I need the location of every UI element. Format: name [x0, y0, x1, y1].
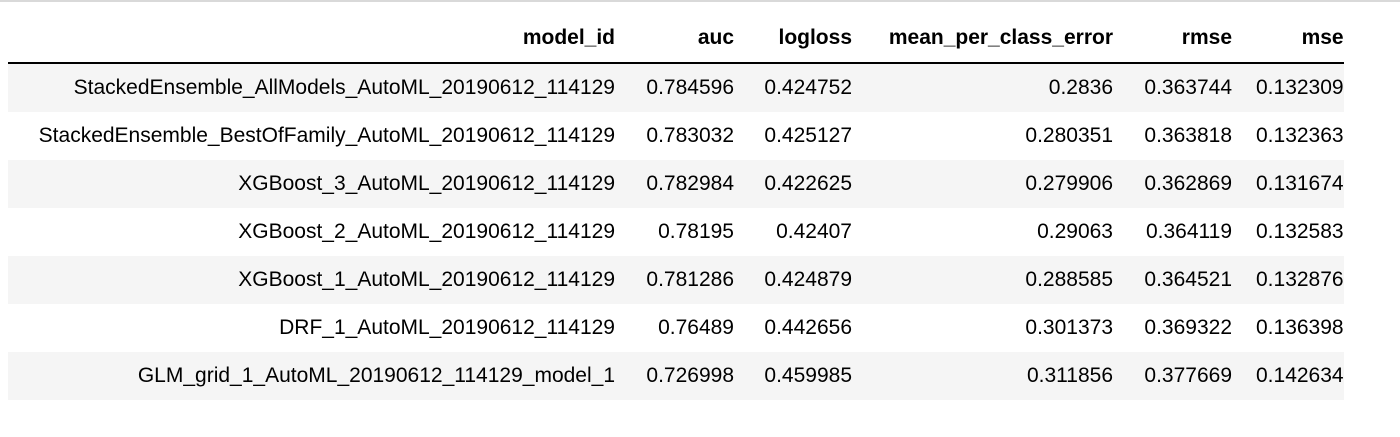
cell-auc: 0.726998: [646, 364, 734, 387]
cell-logloss: 0.422625: [764, 172, 852, 195]
cell-model-id: StackedEnsemble_BestOfFamily_AutoML_2019…: [38, 124, 615, 147]
leaderboard-table-container: model_id auc logloss mean_per_class_erro…: [8, 14, 1344, 400]
cell-mean-per-class-error: 0.311856: [1026, 364, 1113, 387]
cell-mean-per-class-error: 0.2836: [1048, 76, 1113, 99]
table-row: XGBoost_2_AutoML_20190612_114129 0.78195…: [8, 208, 1344, 256]
cell-rmse: 0.363744: [1144, 76, 1232, 99]
cell-auc: 0.78195: [658, 220, 734, 243]
column-header-logloss: logloss: [734, 14, 852, 64]
column-header-auc: auc: [615, 14, 734, 64]
cell-mean-per-class-error: 0.279906: [1025, 172, 1113, 195]
cell-logloss: 0.425127: [764, 124, 852, 147]
table-row: DRF_1_AutoML_20190612_114129 0.76489 0.4…: [8, 304, 1344, 352]
table-row: GLM_grid_1_AutoML_20190612_114129_model_…: [8, 352, 1344, 400]
column-header-rmse: rmse: [1113, 14, 1232, 64]
cell-logloss: 0.424879: [764, 268, 852, 291]
table-header: model_id auc logloss mean_per_class_erro…: [8, 14, 1344, 64]
output-cell-top-border: [0, 0, 1400, 2]
cell-logloss: 0.424752: [764, 76, 852, 99]
cell-logloss: 0.42407: [776, 220, 852, 243]
leaderboard-table: model_id auc logloss mean_per_class_erro…: [8, 14, 1344, 400]
cell-rmse: 0.363818: [1144, 124, 1232, 147]
cell-auc: 0.781286: [646, 268, 734, 291]
cell-logloss: 0.459985: [764, 364, 852, 387]
header-row: model_id auc logloss mean_per_class_erro…: [8, 14, 1344, 64]
table-row: XGBoost_1_AutoML_20190612_114129 0.78128…: [8, 256, 1344, 304]
table-row: XGBoost_3_AutoML_20190612_114129 0.78298…: [8, 160, 1344, 208]
cell-rmse: 0.362869: [1144, 172, 1232, 195]
cell-model-id: XGBoost_3_AutoML_20190612_114129: [238, 172, 615, 195]
cell-model-id: GLM_grid_1_AutoML_20190612_114129_model_…: [137, 364, 615, 387]
cell-rmse: 0.377669: [1144, 364, 1232, 387]
cell-mse: 0.132363: [1256, 124, 1344, 147]
cell-mse: 0.132876: [1256, 268, 1344, 291]
cell-mean-per-class-error: 0.301373: [1025, 316, 1113, 339]
cell-mean-per-class-error: 0.288585: [1025, 268, 1113, 291]
cell-model-id: XGBoost_2_AutoML_20190612_114129: [238, 220, 615, 243]
cell-auc: 0.76489: [658, 316, 734, 339]
cell-rmse: 0.369322: [1144, 316, 1232, 339]
column-header-mean-per-class-error: mean_per_class_error: [852, 14, 1113, 64]
cell-model-id: StackedEnsemble_AllModels_AutoML_2019061…: [73, 76, 615, 99]
table-body: StackedEnsemble_AllModels_AutoML_2019061…: [8, 63, 1344, 400]
cell-rmse: 0.364119: [1145, 220, 1232, 243]
column-header-mse: mse: [1232, 14, 1344, 64]
column-header-model-id: model_id: [8, 14, 615, 64]
table-row: StackedEnsemble_BestOfFamily_AutoML_2019…: [8, 112, 1344, 160]
cell-mean-per-class-error: 0.29063: [1037, 220, 1113, 243]
table-row: StackedEnsemble_AllModels_AutoML_2019061…: [8, 63, 1344, 112]
cell-model-id: DRF_1_AutoML_20190612_114129: [279, 316, 615, 339]
cell-auc: 0.782984: [646, 172, 734, 195]
cell-auc: 0.783032: [646, 124, 734, 147]
cell-mean-per-class-error: 0.280351: [1025, 124, 1113, 147]
cell-auc: 0.784596: [646, 76, 734, 99]
cell-mse: 0.136398: [1256, 316, 1344, 339]
cell-mse: 0.142634: [1256, 364, 1344, 387]
cell-mse: 0.132309: [1256, 76, 1344, 99]
cell-mse: 0.132583: [1256, 220, 1344, 243]
cell-model-id: XGBoost_1_AutoML_20190612_114129: [238, 268, 615, 291]
cell-logloss: 0.442656: [764, 316, 852, 339]
cell-rmse: 0.364521: [1144, 268, 1232, 291]
cell-mse: 0.131674: [1256, 172, 1344, 195]
